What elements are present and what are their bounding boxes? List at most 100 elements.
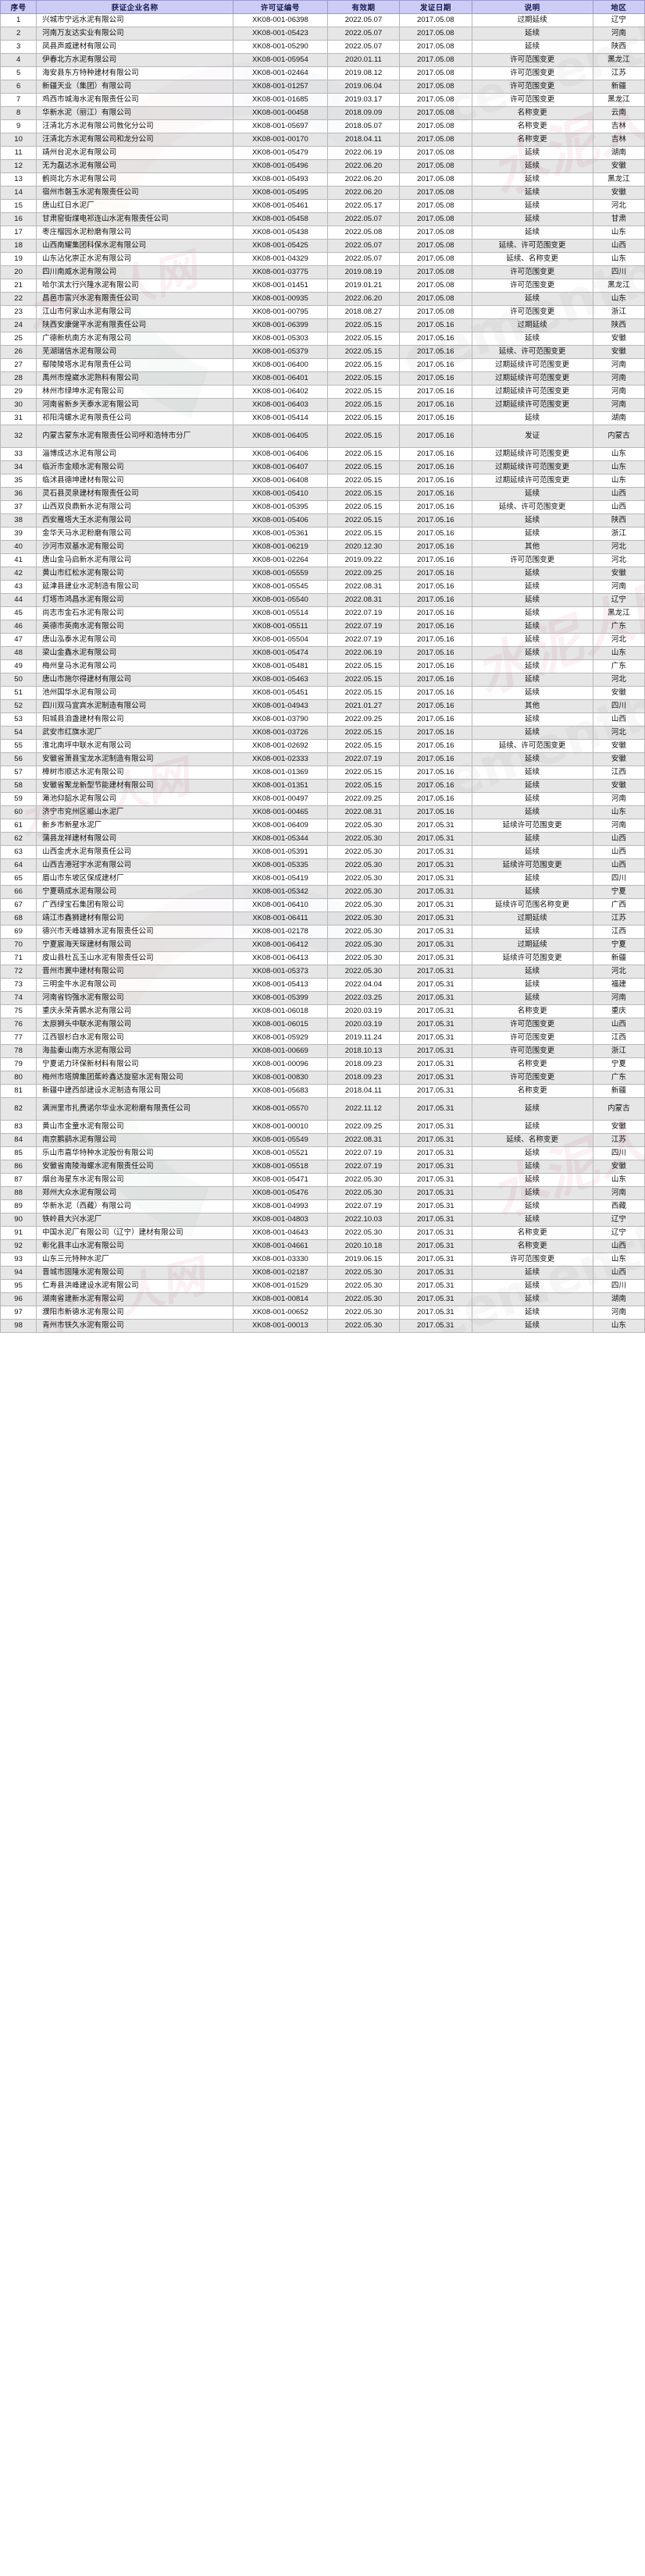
license-table-sheet: cementbar.com cementbar.com cementbar.co… bbox=[0, 0, 645, 1333]
cell-issue-date: 2017.05.08 bbox=[399, 106, 472, 120]
cell-license-no: XK08-001-05303 bbox=[233, 332, 328, 346]
cell-validity: 2022.05.07 bbox=[326, 239, 401, 253]
cell-index: 82 bbox=[0, 1097, 37, 1121]
cell-license-no: XK08-001-06015 bbox=[233, 1018, 328, 1032]
cell-index: 9 bbox=[0, 119, 37, 133]
cell-region: 陕西 bbox=[592, 40, 645, 54]
cell-region: 山东 bbox=[592, 474, 645, 488]
cell-validity: 2022.05.30 bbox=[326, 965, 401, 979]
cell-index: 10 bbox=[0, 133, 37, 147]
cell-index: 49 bbox=[0, 659, 37, 673]
cell-license-no: XK08-001-06400 bbox=[233, 358, 328, 372]
cell-company-name: 金华天马水泥粉磨有限公司 bbox=[36, 527, 234, 541]
cell-region: 山东 bbox=[592, 292, 645, 306]
table-row: 5 海安县东方特种建材有限公司 XK08-001-02464 2019.08.12 20… bbox=[0, 66, 645, 80]
cell-region: 安徽 bbox=[592, 752, 645, 766]
cell-remark: 延续、许可范围变更 bbox=[471, 345, 593, 359]
cell-validity: 2022.10.03 bbox=[326, 1213, 401, 1227]
cell-index: 26 bbox=[0, 345, 37, 359]
cell-license-no: XK08-001-05540 bbox=[233, 593, 328, 607]
cell-remark: 许可范围变更 bbox=[471, 1252, 593, 1267]
cell-validity: 2018.09.23 bbox=[326, 1057, 401, 1071]
cell-license-no: XK08-001-00669 bbox=[233, 1044, 328, 1058]
cell-index: 89 bbox=[0, 1199, 37, 1213]
cell-validity: 2022.07.19 bbox=[326, 752, 401, 766]
cell-index: 5 bbox=[0, 66, 37, 80]
cell-remark: 延续 bbox=[471, 792, 593, 806]
cell-validity: 2022.05.15 bbox=[326, 686, 401, 700]
cell-validity: 2022.05.15 bbox=[326, 739, 401, 753]
cell-license-no: XK08-001-05290 bbox=[233, 40, 328, 54]
cell-remark: 许可范围变更 bbox=[471, 279, 593, 293]
table-row: 24 陕西安康健平水泥有限责任公司 XK08-001-06399 2022.05.15… bbox=[0, 318, 645, 332]
cell-index: 17 bbox=[0, 226, 37, 240]
cell-issue-date: 2017.05.08 bbox=[399, 119, 472, 133]
table-row: 69 德兴市天峰雄狮水泥有限责任公司 XK08-001-02178 2022.05.3… bbox=[0, 925, 645, 939]
table-row: 68 靖江市鑫狮建材有限公司 XK08-001-06411 2022.05.30 201… bbox=[0, 911, 645, 926]
cell-region: 内蒙古 bbox=[592, 425, 645, 448]
cell-issue-date: 2017.05.08 bbox=[399, 252, 472, 266]
cell-region: 山西 bbox=[592, 712, 645, 727]
table-row: 50 唐山市施尔得建材有限公司 XK08-001-05463 2022.05.15 20… bbox=[0, 673, 645, 687]
cell-license-no: XK08-001-05451 bbox=[233, 686, 328, 700]
cell-validity: 2022.05.07 bbox=[326, 40, 401, 54]
cell-license-no: XK08-001-04661 bbox=[233, 1239, 328, 1253]
cell-company-name: 蒲县龙祥建材有限公司 bbox=[36, 832, 234, 846]
cell-company-name: 临沂市金顺水泥有限公司 bbox=[36, 460, 234, 474]
cell-index: 23 bbox=[0, 305, 37, 319]
cell-validity: 2022.05.07 bbox=[326, 27, 401, 41]
table-row: 94 晋城市固隆水泥有限公司 XK08-001-02187 2022.05.30 201… bbox=[0, 1266, 645, 1280]
cell-remark: 发证 bbox=[471, 425, 593, 448]
cell-index: 53 bbox=[0, 712, 37, 727]
cell-remark: 延续 bbox=[471, 965, 593, 979]
cell-license-no: XK08-001-02178 bbox=[233, 925, 328, 939]
cell-company-name: 梁山金鑫水泥有限公司 bbox=[36, 646, 234, 660]
cell-issue-date: 2017.05.08 bbox=[399, 305, 472, 319]
cell-remark: 延续、许可范围变更 bbox=[471, 500, 593, 514]
table-row: 29 林州市绿坤水泥有限公司 XK08-001-06402 2022.05.15 201… bbox=[0, 385, 645, 399]
table-row: 10 汪清北方水泥有限公司和龙分公司 XK08-001-00170 2018.04.1… bbox=[0, 133, 645, 147]
cell-index: 30 bbox=[0, 398, 37, 412]
cell-company-name: 四川南威水泥有限公司 bbox=[36, 265, 234, 279]
cell-region: 河南 bbox=[592, 27, 645, 41]
table-row: 95 仁寿县洪峰建设水泥有限公司 XK08-001-01529 2022.05.30 2… bbox=[0, 1279, 645, 1293]
cell-issue-date: 2017.05.08 bbox=[399, 226, 472, 240]
cell-issue-date: 2017.05.31 bbox=[399, 925, 472, 939]
cell-validity: 2022.05.30 bbox=[326, 832, 401, 846]
cell-company-name: 淮北南坪中联水泥有限公司 bbox=[36, 739, 234, 753]
cell-index: 59 bbox=[0, 792, 37, 806]
cell-issue-date: 2017.05.16 bbox=[399, 792, 472, 806]
cell-issue-date: 2017.05.08 bbox=[399, 13, 472, 27]
cell-remark: 延续 bbox=[471, 332, 593, 346]
cell-license-no: XK08-001-06401 bbox=[233, 371, 328, 386]
cell-index: 34 bbox=[0, 460, 37, 474]
cell-issue-date: 2017.05.31 bbox=[399, 1186, 472, 1200]
cell-issue-date: 2017.05.31 bbox=[399, 1199, 472, 1213]
cell-validity: 2019.08.19 bbox=[326, 265, 401, 279]
cell-issue-date: 2017.05.31 bbox=[399, 1306, 472, 1320]
cell-company-name: 汪清北方水泥有限公司敦化分公司 bbox=[36, 119, 234, 133]
cell-index: 92 bbox=[0, 1239, 37, 1253]
cell-region: 河北 bbox=[592, 673, 645, 687]
cell-index: 57 bbox=[0, 766, 37, 780]
cell-region: 山西 bbox=[592, 487, 645, 501]
cell-license-no: XK08-001-05344 bbox=[233, 832, 328, 846]
table-row: 11 靖州台泥水泥有限公司 XK08-001-05479 2022.06.19 2017… bbox=[0, 146, 645, 160]
cell-license-no: XK08-001-05461 bbox=[233, 199, 328, 213]
cell-remark: 延续 bbox=[471, 1279, 593, 1293]
cell-remark: 延续 bbox=[471, 159, 593, 173]
cell-region: 安徽 bbox=[592, 779, 645, 793]
cell-issue-date: 2017.05.31 bbox=[399, 872, 472, 886]
cell-validity: 2022.05.30 bbox=[326, 858, 401, 872]
cell-validity: 2022.05.30 bbox=[326, 1226, 401, 1240]
cell-remark: 延续 bbox=[471, 226, 593, 240]
cell-remark: 延续 bbox=[471, 580, 593, 594]
cell-region: 山西 bbox=[592, 239, 645, 253]
cell-index: 71 bbox=[0, 951, 37, 965]
column-header-validity: 有效期 bbox=[326, 0, 401, 14]
table-row: 60 济宁市兖州区嵫山水泥厂 XK08-001-00465 2022.08.31 201… bbox=[0, 805, 645, 819]
table-row: 23 江山市何家山水泥有限公司 XK08-001-00795 2018.08.27 20… bbox=[0, 305, 645, 319]
cell-remark: 延续 bbox=[471, 1186, 593, 1200]
cell-index: 96 bbox=[0, 1292, 37, 1306]
cell-issue-date: 2017.05.16 bbox=[399, 318, 472, 332]
